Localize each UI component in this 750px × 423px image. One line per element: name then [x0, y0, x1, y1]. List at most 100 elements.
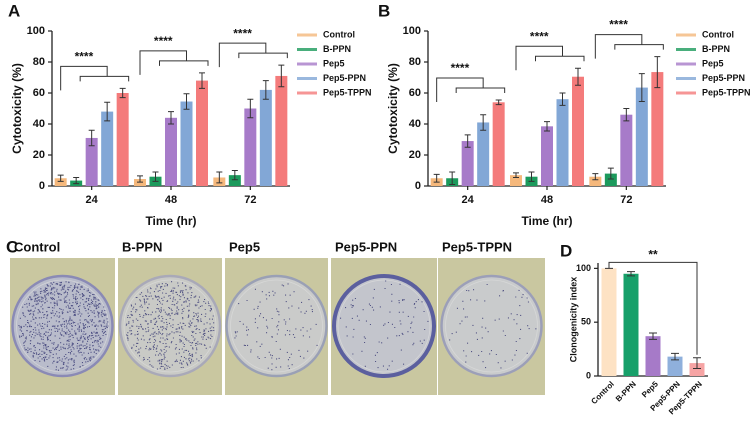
- bar: [244, 108, 257, 186]
- significance-label: ****: [233, 26, 252, 40]
- bar: [623, 273, 639, 376]
- error-bar: [231, 170, 238, 181]
- error-bar: [671, 352, 679, 361]
- legend-label: Pep5: [702, 58, 724, 68]
- y-tick-label: 0: [39, 180, 45, 192]
- y-tick-label: 100: [27, 25, 45, 37]
- plate-label: Control: [14, 239, 60, 254]
- panel-letter: A: [8, 1, 20, 20]
- legend-label: Pep5-TPPN: [323, 87, 372, 97]
- error-bar: [152, 171, 159, 182]
- error-bar: [627, 271, 635, 277]
- legend-label: Pep5-PPN: [702, 73, 745, 83]
- significance-label: **: [648, 248, 658, 262]
- colonies: [125, 281, 215, 370]
- y-tick-label: 40: [33, 118, 45, 130]
- bar: [620, 114, 633, 186]
- significance-bracket: [608, 261, 698, 355]
- error-bar: [247, 98, 254, 119]
- error-bar: [183, 93, 190, 110]
- bar: [689, 363, 705, 376]
- error-bar: [119, 87, 126, 99]
- error-bar: [480, 114, 487, 131]
- panel-letter: D: [560, 241, 572, 260]
- error-bar: [262, 80, 269, 100]
- error-bar: [464, 134, 471, 148]
- error-bar: [73, 176, 80, 185]
- panel-letter: B: [378, 1, 390, 20]
- legend-label: Pep5: [323, 58, 345, 68]
- bar: [85, 137, 98, 186]
- plate: [225, 274, 328, 378]
- y-tick-label: 50: [581, 317, 591, 327]
- x-tick-label: 48: [165, 194, 177, 206]
- error-bar: [623, 108, 630, 122]
- x-axis-label: Time (hr): [145, 214, 196, 228]
- bar: [589, 176, 602, 186]
- x-axis-label: Time (hr): [521, 214, 572, 228]
- plate: [440, 274, 543, 378]
- x-tick-label: 24: [86, 194, 99, 206]
- bar: [461, 141, 474, 186]
- plate: [118, 274, 222, 378]
- plate-label: Pep5-TPPN: [442, 239, 512, 254]
- significance-label: ****: [451, 61, 470, 75]
- error-bar: [495, 99, 502, 106]
- error-bar: [638, 73, 645, 103]
- significance-bracket: [594, 34, 664, 59]
- y-tick-label: 20: [409, 149, 421, 161]
- plate-label: Pep5-PPN: [335, 239, 397, 254]
- plate-inner: [337, 279, 431, 373]
- legend-label: B-PPN: [702, 44, 730, 54]
- bar: [635, 87, 648, 186]
- error-bar: [199, 72, 205, 89]
- y-tick-label: 20: [33, 149, 45, 161]
- colonies: [449, 283, 537, 369]
- error-bar: [693, 357, 701, 369]
- error-bar: [607, 167, 614, 180]
- error-bar: [528, 171, 535, 182]
- y-tick-label: 100: [576, 263, 591, 273]
- bar: [116, 93, 129, 186]
- bar: [572, 76, 584, 186]
- bar: [651, 72, 664, 186]
- significance-bracket: [139, 50, 209, 75]
- y-axis-label: Cytotoxicity (%): [10, 63, 24, 154]
- significance-label: ****: [154, 34, 173, 48]
- plate-inner: [230, 279, 323, 373]
- x-tick-label: 48: [541, 194, 553, 206]
- bar: [180, 101, 193, 186]
- colonies: [18, 281, 109, 371]
- x-tick-label: Control: [589, 380, 615, 406]
- legend-label: Pep5-TPPN: [702, 87, 750, 97]
- plate-inner: [445, 279, 538, 373]
- significance-bracket: [436, 77, 506, 102]
- bar: [601, 268, 617, 376]
- x-tick-label: B-PPN: [614, 379, 638, 403]
- x-tick-label: 72: [244, 194, 256, 206]
- error-bar: [137, 175, 143, 183]
- significance-bracket: [218, 42, 288, 68]
- plate-label: Pep5: [229, 239, 260, 254]
- bar: [604, 173, 617, 186]
- error-bar: [433, 173, 440, 183]
- plate-label: B-PPN: [122, 239, 162, 254]
- y-tick-label: 100: [403, 25, 421, 37]
- bar: [477, 122, 490, 186]
- y-tick-label: 40: [409, 118, 421, 130]
- x-tick-label: 72: [620, 194, 632, 206]
- significance-bracket: [515, 45, 585, 71]
- bar: [259, 89, 272, 186]
- y-tick-label: 80: [33, 56, 45, 68]
- plate-inner: [123, 279, 217, 373]
- error-bar: [278, 64, 285, 88]
- bar: [165, 117, 177, 186]
- error-bar: [104, 101, 111, 122]
- legend-label: Pep5-PPN: [323, 73, 366, 83]
- bar: [196, 80, 208, 186]
- error-bar: [654, 56, 661, 89]
- plate: [332, 274, 436, 378]
- legend-label: Control: [323, 29, 355, 39]
- y-tick-label: 0: [586, 370, 591, 380]
